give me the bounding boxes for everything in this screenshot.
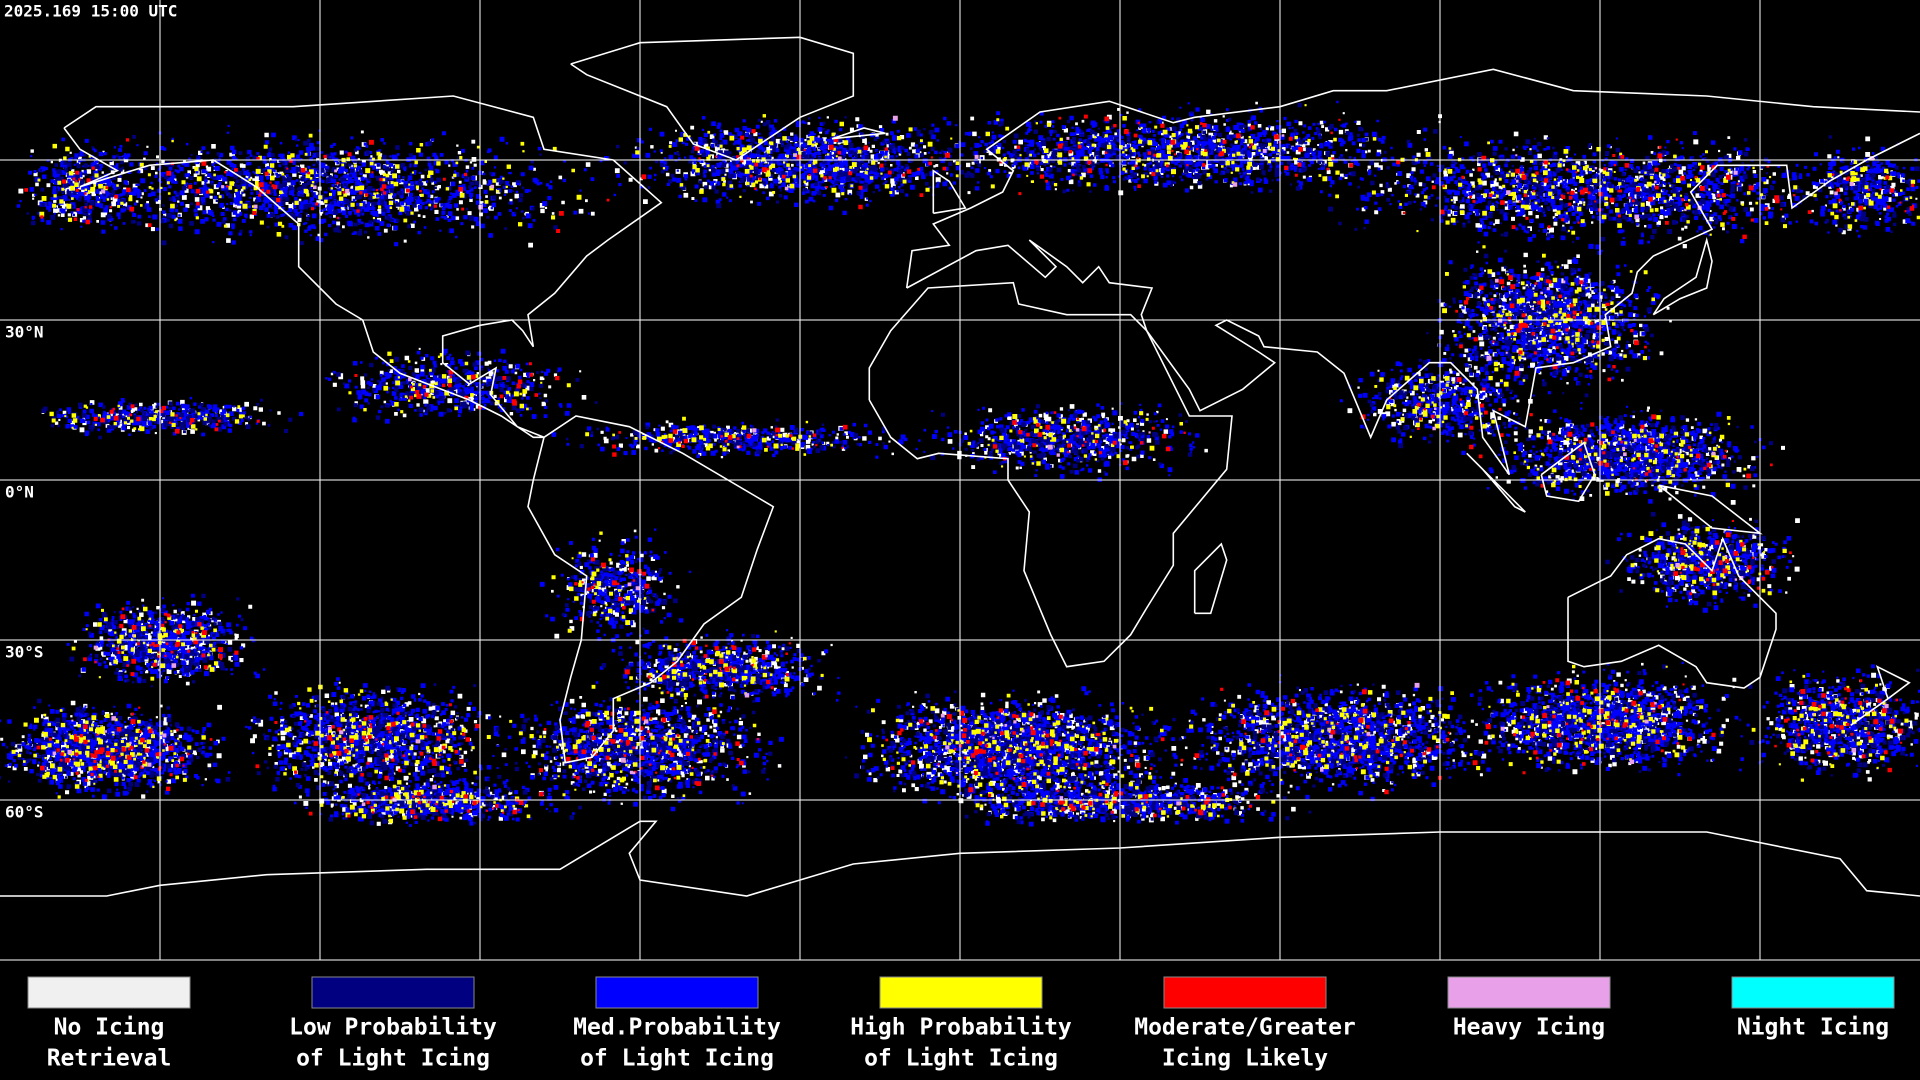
legend-swatch	[879, 976, 1043, 1009]
coastline	[1540, 441, 1596, 503]
legend-label: of Light Icing	[296, 1046, 490, 1072]
legend-label: Low Probability	[289, 1015, 497, 1041]
timestamp: 2025.169 15:00 UTC	[4, 2, 177, 21]
legend: No Icing Retrieval Low Probability of Light…	[27, 976, 1895, 1072]
coastline	[1466, 452, 1526, 513]
legend-label: Med.Probability	[573, 1015, 781, 1041]
icing-speckles	[0, 101, 1919, 826]
coastline	[868, 281, 1233, 668]
coastline	[831, 127, 886, 140]
legend-label: Moderate/Greater	[1134, 1015, 1356, 1041]
graticule	[0, 0, 1920, 961]
legend-label: of Light Icing	[864, 1046, 1058, 1072]
coastline	[906, 132, 1920, 476]
latitude-label: 30°N	[5, 323, 44, 342]
legend-swatch	[1447, 976, 1611, 1009]
coastline	[1850, 665, 1911, 726]
icing-field	[0, 100, 1920, 827]
legend-swatch	[595, 976, 759, 1009]
coastline	[905, 68, 1920, 289]
legend-swatch	[27, 976, 191, 1009]
legend-label: Night Icing	[1737, 1015, 1889, 1041]
legend-label: of Light Icing	[580, 1046, 774, 1072]
legend-label: High Probability	[850, 1015, 1072, 1041]
legend-swatch	[1163, 976, 1327, 1009]
legend-label: Icing Likely	[1162, 1046, 1328, 1072]
coastline	[63, 95, 663, 439]
latitude-labels: 30°N 0°N 30°S 60°S	[5, 323, 44, 822]
latitude-label: 30°S	[5, 643, 44, 662]
coastline	[1567, 536, 1777, 689]
legend-swatch	[311, 976, 475, 1009]
latitude-label: 0°N	[5, 483, 34, 502]
legend-swatch	[1731, 976, 1895, 1009]
coastline	[1193, 542, 1228, 615]
legend-label: Heavy Icing	[1453, 1015, 1605, 1041]
coastline	[1652, 236, 1713, 316]
legend-label: No Icing	[54, 1015, 165, 1041]
legend-label: Retrieval	[47, 1046, 172, 1072]
latitude-label: 60°S	[5, 803, 44, 822]
